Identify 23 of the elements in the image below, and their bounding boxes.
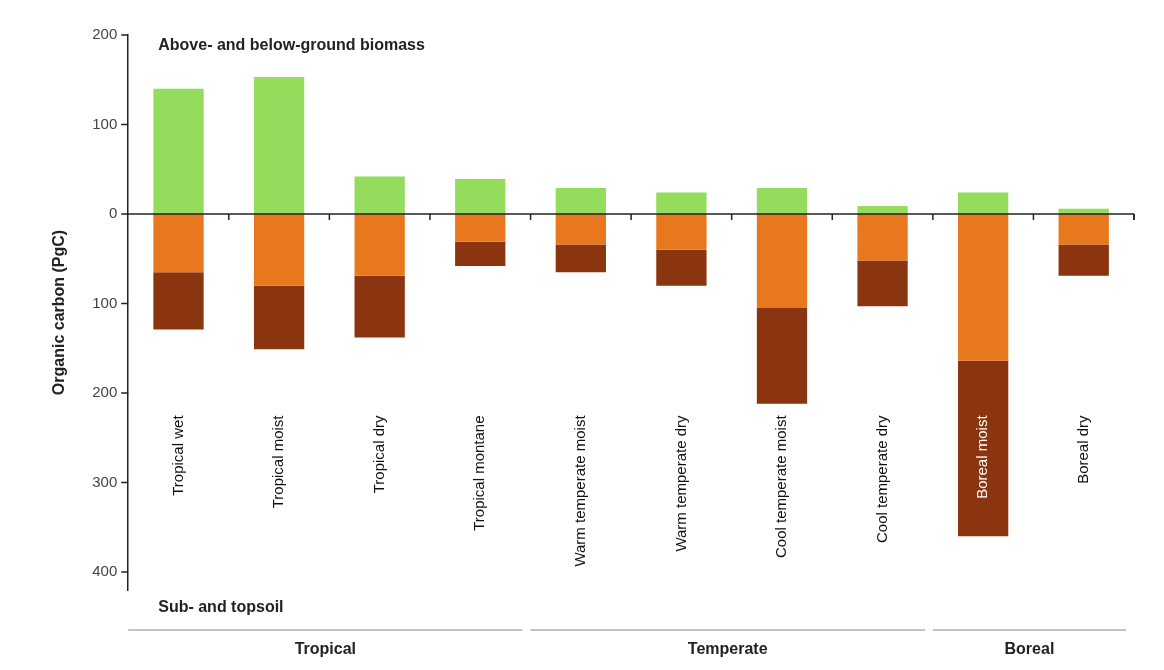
y-tick-label: 400 [92, 562, 118, 580]
y-tick-label: 200 [92, 383, 118, 401]
x-tick-label: Cool temperate dry [872, 414, 890, 544]
x-tick-label: Warm temperate dry [671, 414, 689, 552]
x-tick-label: Warm temperate moist [570, 414, 588, 567]
x-tick-label: Cool temperate moist [772, 414, 790, 559]
x-tick-label: Boreal moist [973, 414, 991, 499]
y-tick-label: 0 [108, 204, 118, 222]
x-tick-label: Tropical montane [470, 415, 488, 531]
y-tick-label: 200 [92, 25, 118, 43]
x-tick-label: Tropical dry [369, 414, 387, 494]
text: Boreal [1004, 640, 1055, 658]
x-tick-label: Tropical moist [269, 414, 287, 509]
text: Tropical [294, 640, 357, 658]
y-tick-label: 300 [92, 472, 118, 490]
y-tick-label: 100 [92, 293, 118, 311]
y-tick-label: 100 [92, 114, 118, 132]
x-tick-label: Tropical wet [168, 414, 186, 496]
annotation: Above- and below-ground biomass [158, 36, 426, 54]
text: Sub- and topsoil [158, 598, 284, 616]
text: Temperate [687, 640, 768, 658]
y-axis-title: Organic carbon (PgC) [50, 229, 68, 396]
x-tick-label: Boreal dry [1073, 414, 1091, 484]
